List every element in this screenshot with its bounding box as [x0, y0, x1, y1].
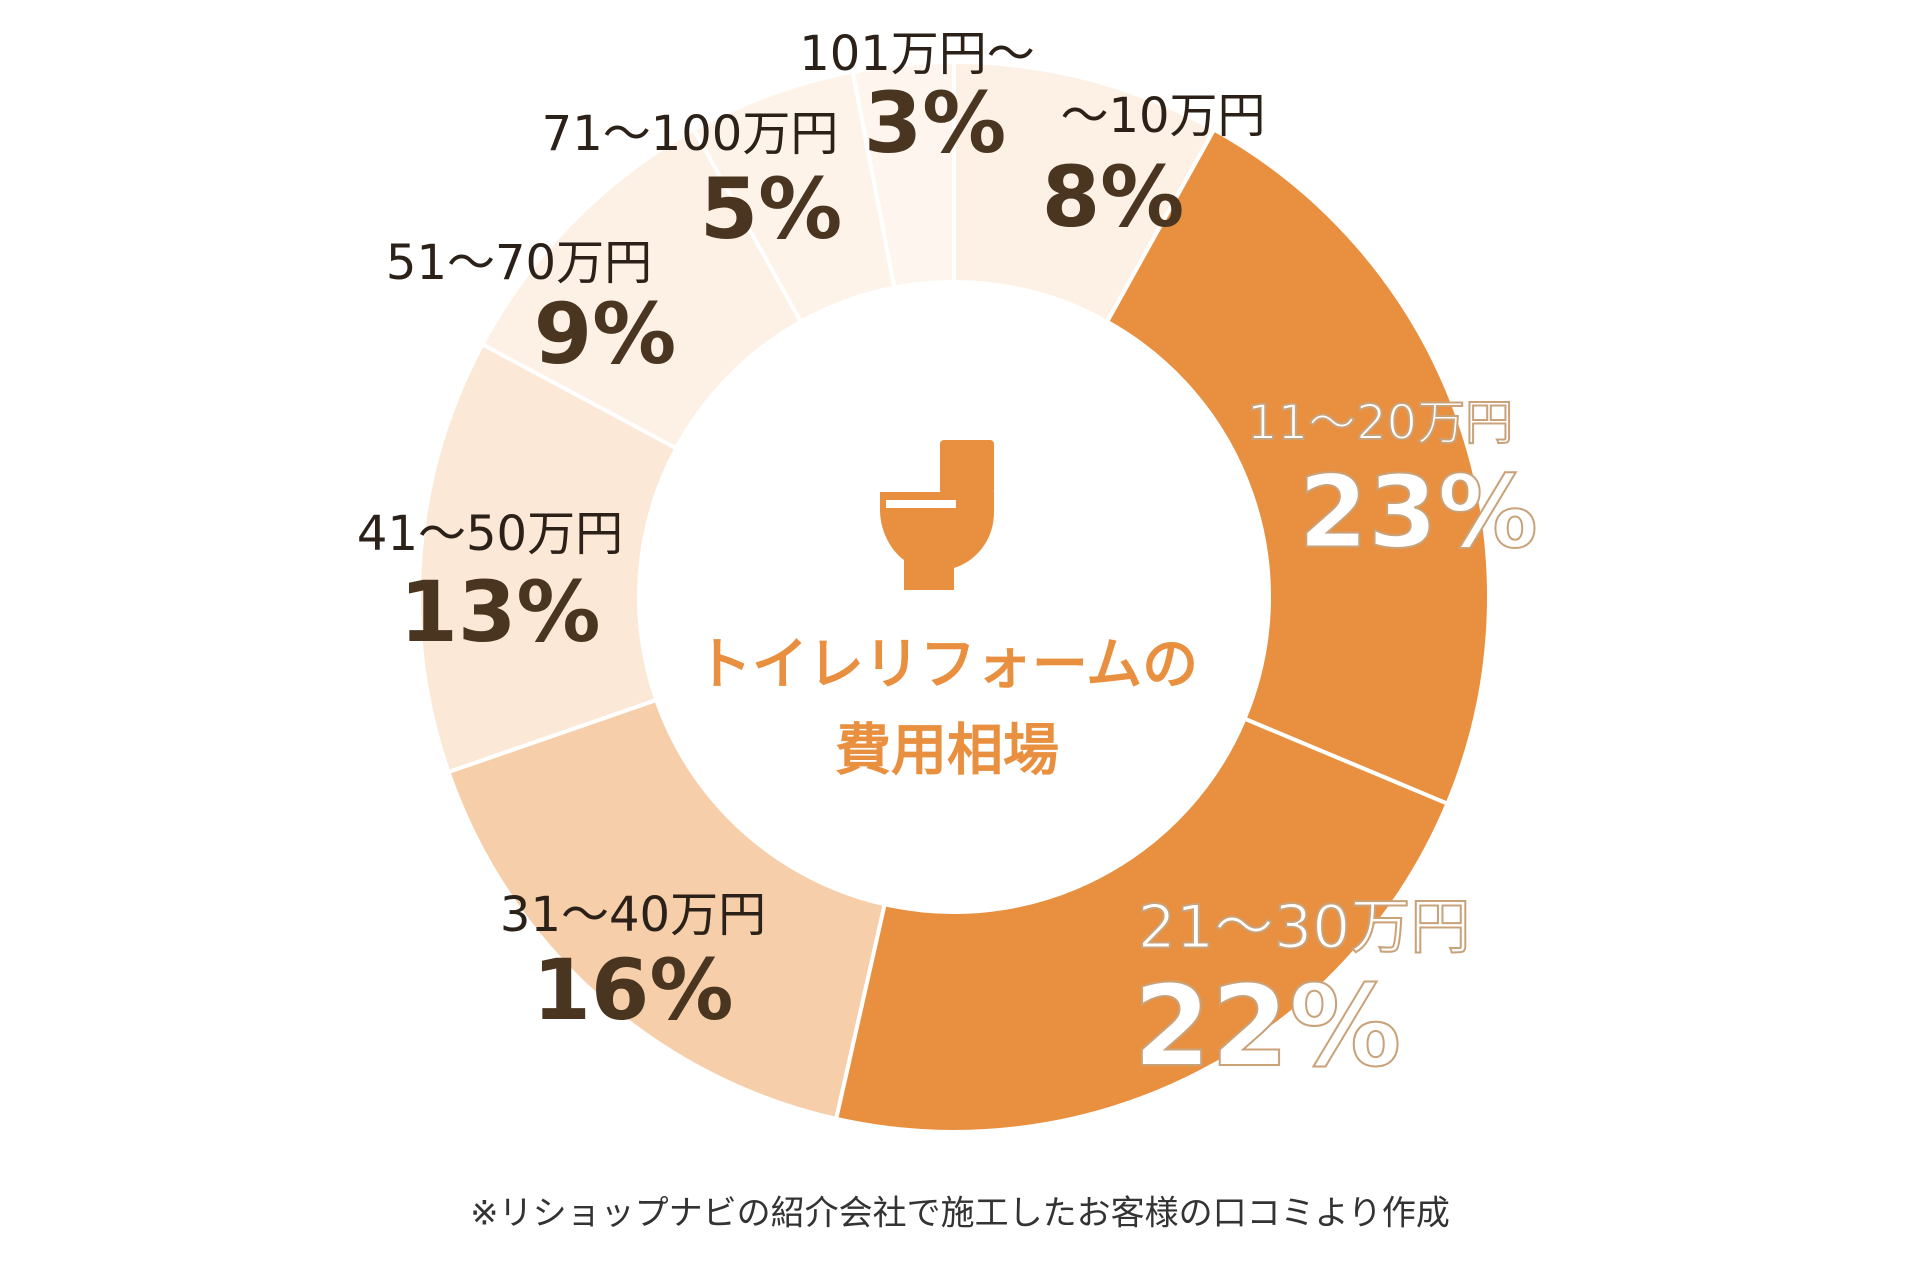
value-11-20: 23%	[1297, 453, 1538, 572]
label-51-70: 51〜70万円	[385, 235, 653, 291]
label-21-30: 21〜30万円	[1137, 892, 1472, 964]
slice-3	[445, 697, 887, 1122]
value-21-30: 22%	[1132, 961, 1402, 1093]
slice-1	[1104, 126, 1491, 807]
value-101: 3%	[863, 74, 1007, 172]
slice-7	[850, 59, 956, 291]
label-41-50: 41〜50万円	[356, 506, 624, 562]
value-41-50: 13%	[399, 563, 601, 661]
label-101: 101万円〜	[799, 26, 1035, 82]
value-51-70: 9%	[533, 285, 677, 383]
value-31-40: 16%	[532, 941, 734, 1039]
label-31-40: 31〜40万円	[499, 887, 767, 943]
footnote: ※リショップナビの紹介会社で施工したお客様の口コミより作成	[470, 1193, 1450, 1234]
label-0-10: 〜10万円	[1060, 88, 1266, 144]
center-title-line1: トイレリフォームの	[695, 632, 1199, 698]
value-0-10: 8%	[1041, 148, 1185, 246]
slice-4	[417, 341, 680, 775]
label-11-20: 11〜20万円	[1246, 394, 1514, 452]
value-71-100: 5%	[699, 160, 843, 258]
center-title-line2: 費用相場	[835, 718, 1059, 784]
slice-2	[833, 716, 1451, 1134]
label-71-100: 71〜100万円	[541, 106, 839, 162]
